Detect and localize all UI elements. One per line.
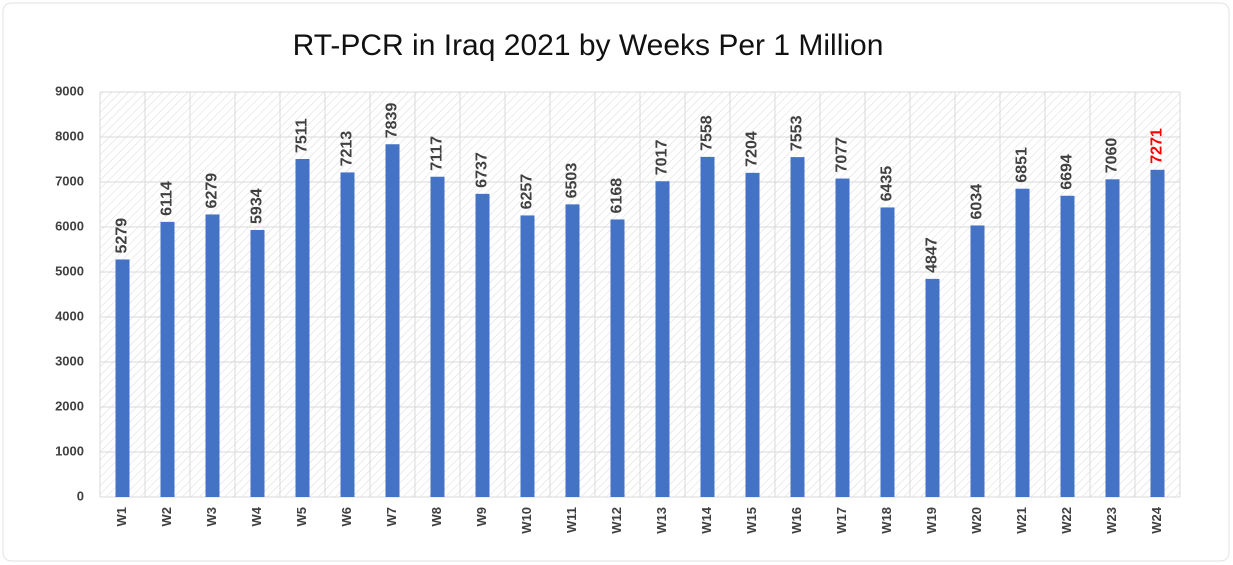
chart-title: RT-PCR in Iraq 2021 by Weeks Per 1 Milli… (293, 29, 884, 62)
bar (385, 144, 400, 497)
data-label: 6114 (159, 181, 176, 216)
data-label: 7553 (789, 115, 806, 151)
bar (160, 221, 175, 497)
data-label: 5279 (114, 218, 131, 254)
x-tick-label: W8 (429, 507, 444, 527)
bar (1150, 169, 1165, 497)
x-tick-label: W17 (834, 507, 849, 534)
y-tick-label: 3000 (55, 353, 84, 368)
bar (745, 172, 760, 497)
x-tick-label: W18 (879, 507, 894, 534)
x-tick-label: W9 (474, 507, 489, 527)
y-tick-label: 0 (77, 488, 84, 503)
x-tick-label: W20 (969, 507, 984, 534)
x-tick-label: W13 (654, 507, 669, 534)
x-tick-label: W1 (114, 507, 129, 527)
data-label: 6034 (969, 184, 986, 220)
bar (205, 214, 220, 497)
bar (610, 219, 625, 497)
data-label: 7060 (1104, 138, 1121, 174)
bar (340, 172, 355, 498)
bar (925, 278, 940, 497)
x-tick-label: W7 (384, 507, 399, 527)
x-tick-label: W2 (159, 507, 174, 527)
x-tick-label: W14 (699, 506, 714, 534)
bar (430, 176, 445, 498)
data-label: 6279 (204, 173, 221, 209)
bar (700, 156, 715, 497)
x-tick-label: W6 (339, 507, 354, 527)
data-label: 7839 (384, 103, 401, 139)
bar (655, 181, 670, 498)
data-label: 6168 (609, 178, 626, 214)
data-label: 7511 (294, 118, 311, 153)
bar (115, 259, 130, 497)
y-tick-label: 8000 (55, 128, 84, 143)
y-tick-label: 5000 (55, 263, 84, 278)
data-label: 6737 (474, 152, 491, 188)
bar (835, 178, 850, 497)
data-label: 6503 (564, 163, 581, 199)
bar (970, 225, 985, 497)
x-tick-label: W23 (1104, 507, 1119, 534)
y-tick-label: 9000 (55, 83, 84, 98)
data-label: 4847 (924, 237, 941, 273)
x-tick-label: W5 (294, 507, 309, 527)
data-label: 6257 (519, 174, 536, 210)
y-tick-label: 1000 (55, 443, 84, 458)
x-tick-label: W12 (609, 507, 624, 534)
y-tick-label: 2000 (55, 398, 84, 413)
data-label: 7077 (834, 137, 851, 173)
data-label: 7017 (654, 140, 671, 176)
bar (1060, 195, 1075, 497)
bar (880, 207, 895, 498)
bar (1015, 188, 1030, 497)
data-label: 7117 (429, 136, 446, 171)
x-tick-label: W3 (204, 507, 219, 527)
bar (250, 229, 265, 497)
x-tick-label: W11 (564, 507, 579, 533)
x-tick-label: W19 (924, 507, 939, 534)
bar (790, 157, 805, 498)
data-label: 6435 (879, 166, 896, 202)
x-tick-label: W21 (1014, 507, 1029, 534)
x-tick-label: W22 (1059, 507, 1074, 534)
y-tick-label: 4000 (55, 308, 84, 323)
bar (565, 204, 580, 498)
bar (1105, 179, 1120, 498)
x-tick-label: W4 (249, 506, 264, 526)
data-label: 7204 (744, 131, 761, 167)
bar (295, 159, 310, 497)
data-label: 7271 (1149, 128, 1166, 164)
data-label: 6694 (1059, 154, 1076, 190)
x-tick-label: W16 (789, 507, 804, 534)
data-label: 7213 (339, 131, 356, 167)
x-tick-label: W24 (1149, 506, 1164, 534)
bar (475, 193, 490, 497)
data-label: 7558 (699, 115, 716, 151)
data-label: 5934 (249, 188, 266, 224)
x-tick-label: W10 (519, 507, 534, 534)
y-tick-label: 6000 (55, 218, 84, 233)
data-label: 6851 (1014, 147, 1031, 183)
y-tick-label: 7000 (55, 173, 84, 188)
bar (520, 215, 535, 497)
x-tick-label: W15 (744, 507, 759, 534)
